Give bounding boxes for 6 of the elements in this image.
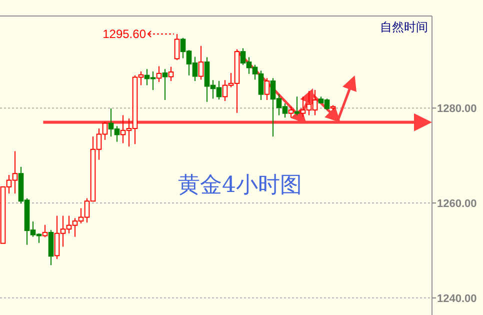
y-tick-label: 1280.00 [437, 103, 477, 116]
y-tick-label: 1260.00 [437, 198, 477, 210]
annotation: 1295.60 [102, 27, 146, 42]
y-tick-label: 1240.00 [437, 292, 477, 305]
annotation: 黄金4小时图 [178, 173, 302, 198]
annotation: 自然时间 [380, 20, 428, 34]
